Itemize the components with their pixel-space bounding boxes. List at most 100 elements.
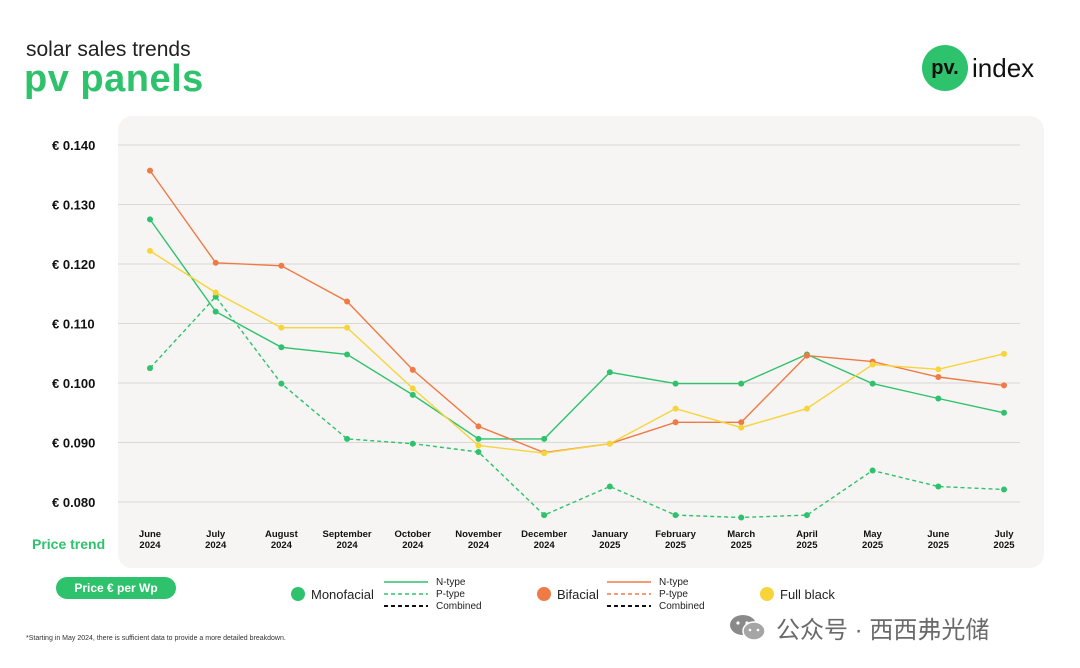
data-point-monofacial-p-type xyxy=(475,449,482,456)
data-point-bifacial-n-type xyxy=(935,374,942,381)
x-tick-month: November xyxy=(455,529,502,540)
data-point-bifacial-n-type xyxy=(1001,382,1007,389)
data-point-bifacial-n-type xyxy=(147,167,153,174)
logo-text: index xyxy=(972,52,1035,83)
data-point-monofacial-p-type xyxy=(147,365,153,372)
x-tick-year: 2024 xyxy=(271,540,293,551)
data-point-monofacial-p-type xyxy=(344,435,351,442)
y-tick-label: € 0.100 xyxy=(52,376,95,391)
x-tick-month: July xyxy=(206,529,226,540)
data-point-monofacial-n-type xyxy=(278,344,285,351)
x-tick-month: June xyxy=(927,529,949,540)
data-point-monofacial-p-type xyxy=(606,483,613,490)
data-point-monofacial-p-type xyxy=(278,380,285,387)
data-point-monofacial-n-type xyxy=(1001,409,1007,416)
x-tick-year: 2024 xyxy=(402,540,424,551)
legend-bifacial: Bifacial xyxy=(557,587,599,602)
data-point-full-black xyxy=(869,361,876,368)
data-point-full-black xyxy=(606,440,613,447)
data-point-full-black xyxy=(803,405,810,412)
full-black-legend-dot xyxy=(760,587,774,601)
data-point-bifacial-n-type xyxy=(409,366,416,373)
legend-bi-ntype: N-type xyxy=(659,577,689,588)
data-point-monofacial-n-type xyxy=(344,351,351,358)
watermark-text: 公众号 · 西西弗光储 xyxy=(776,617,990,644)
x-tick-month: October xyxy=(395,529,432,540)
data-point-full-black xyxy=(212,289,219,296)
legend-bi-ptype: P-type xyxy=(659,589,688,600)
price-trend-label: Price trend xyxy=(32,536,106,552)
data-point-monofacial-p-type xyxy=(803,512,810,519)
legend-monofacial: Monofacial xyxy=(311,587,374,602)
legend-mono-ntype: N-type xyxy=(436,577,466,588)
y-tick-label: € 0.140 xyxy=(52,138,95,153)
data-point-monofacial-p-type xyxy=(1001,486,1007,493)
x-tick-year: 2025 xyxy=(665,540,687,551)
x-tick-year: 2025 xyxy=(796,540,818,551)
x-tick-year: 2025 xyxy=(862,540,884,551)
data-point-monofacial-n-type xyxy=(475,435,482,442)
data-point-bifacial-n-type xyxy=(803,352,810,359)
data-point-full-black xyxy=(541,450,548,457)
data-point-bifacial-n-type xyxy=(278,262,285,269)
data-point-full-black xyxy=(935,366,942,373)
x-tick-month: September xyxy=(323,529,372,540)
monofacial-legend-lines xyxy=(384,581,428,607)
data-point-monofacial-p-type xyxy=(869,467,876,474)
pv-index-logo: pv. index xyxy=(922,44,1034,92)
x-tick-year: 2024 xyxy=(534,540,556,551)
y-tick-label: € 0.080 xyxy=(52,495,95,510)
series-line-monofacial-p-type xyxy=(149,295,1005,519)
x-tick-month: April xyxy=(796,529,818,540)
data-point-monofacial-p-type xyxy=(935,483,942,490)
legend-mono-combined: Combined xyxy=(436,601,482,612)
subtitle: solar sales trends xyxy=(26,38,191,61)
page-title: pv panels xyxy=(24,58,204,100)
data-point-monofacial-p-type xyxy=(738,514,745,521)
x-tick-year: 2024 xyxy=(205,540,227,551)
wechat-watermark: 公众号 · 西西弗光储 xyxy=(728,610,989,645)
data-point-bifacial-n-type xyxy=(738,419,745,426)
footnote: *Starting in May 2024, there is sufficie… xyxy=(26,635,286,642)
data-point-bifacial-n-type xyxy=(344,298,351,305)
series-line-bifacial-n-type xyxy=(149,170,1005,454)
data-point-full-black xyxy=(147,247,153,254)
monofacial-legend-dot xyxy=(291,587,305,601)
data-point-full-black xyxy=(278,324,285,331)
data-point-monofacial-n-type xyxy=(606,369,613,376)
x-tick-month: January xyxy=(592,529,629,540)
data-point-full-black xyxy=(344,324,351,331)
bifacial-legend-dot xyxy=(537,587,551,601)
data-point-full-black xyxy=(738,424,745,431)
data-point-bifacial-n-type xyxy=(672,419,679,426)
data-point-monofacial-n-type xyxy=(672,380,679,387)
data-point-bifacial-n-type xyxy=(212,259,219,266)
x-tick-month: March xyxy=(727,529,755,540)
data-point-monofacial-n-type xyxy=(738,380,745,387)
x-tick-month: February xyxy=(655,529,696,540)
x-tick-year: 2025 xyxy=(731,540,753,551)
data-point-monofacial-n-type xyxy=(869,380,876,387)
data-point-monofacial-p-type xyxy=(212,293,219,300)
x-tick-month: December xyxy=(521,529,567,540)
data-point-bifacial-n-type xyxy=(475,423,482,430)
data-point-monofacial-p-type xyxy=(541,512,548,519)
data-point-monofacial-n-type xyxy=(409,391,416,398)
x-tick-month: June xyxy=(139,529,161,540)
wechat-icon xyxy=(730,614,766,641)
data-point-monofacial-n-type xyxy=(935,395,942,402)
unit-pill: Price € per Wp xyxy=(56,577,176,599)
legend-bi-combined: Combined xyxy=(659,601,705,612)
legend-full-black: Full black xyxy=(780,587,835,602)
x-tick-month: August xyxy=(265,529,299,540)
bifacial-legend-lines xyxy=(607,581,651,607)
x-tick-year: 2025 xyxy=(993,540,1015,551)
data-point-monofacial-n-type xyxy=(541,435,548,442)
y-tick-label: € 0.130 xyxy=(52,198,95,213)
data-point-full-black xyxy=(1001,350,1007,357)
data-point-full-black xyxy=(672,405,679,412)
x-tick-year: 2025 xyxy=(928,540,950,551)
y-tick-label: € 0.090 xyxy=(52,436,95,451)
x-tick-month: July xyxy=(994,529,1014,540)
